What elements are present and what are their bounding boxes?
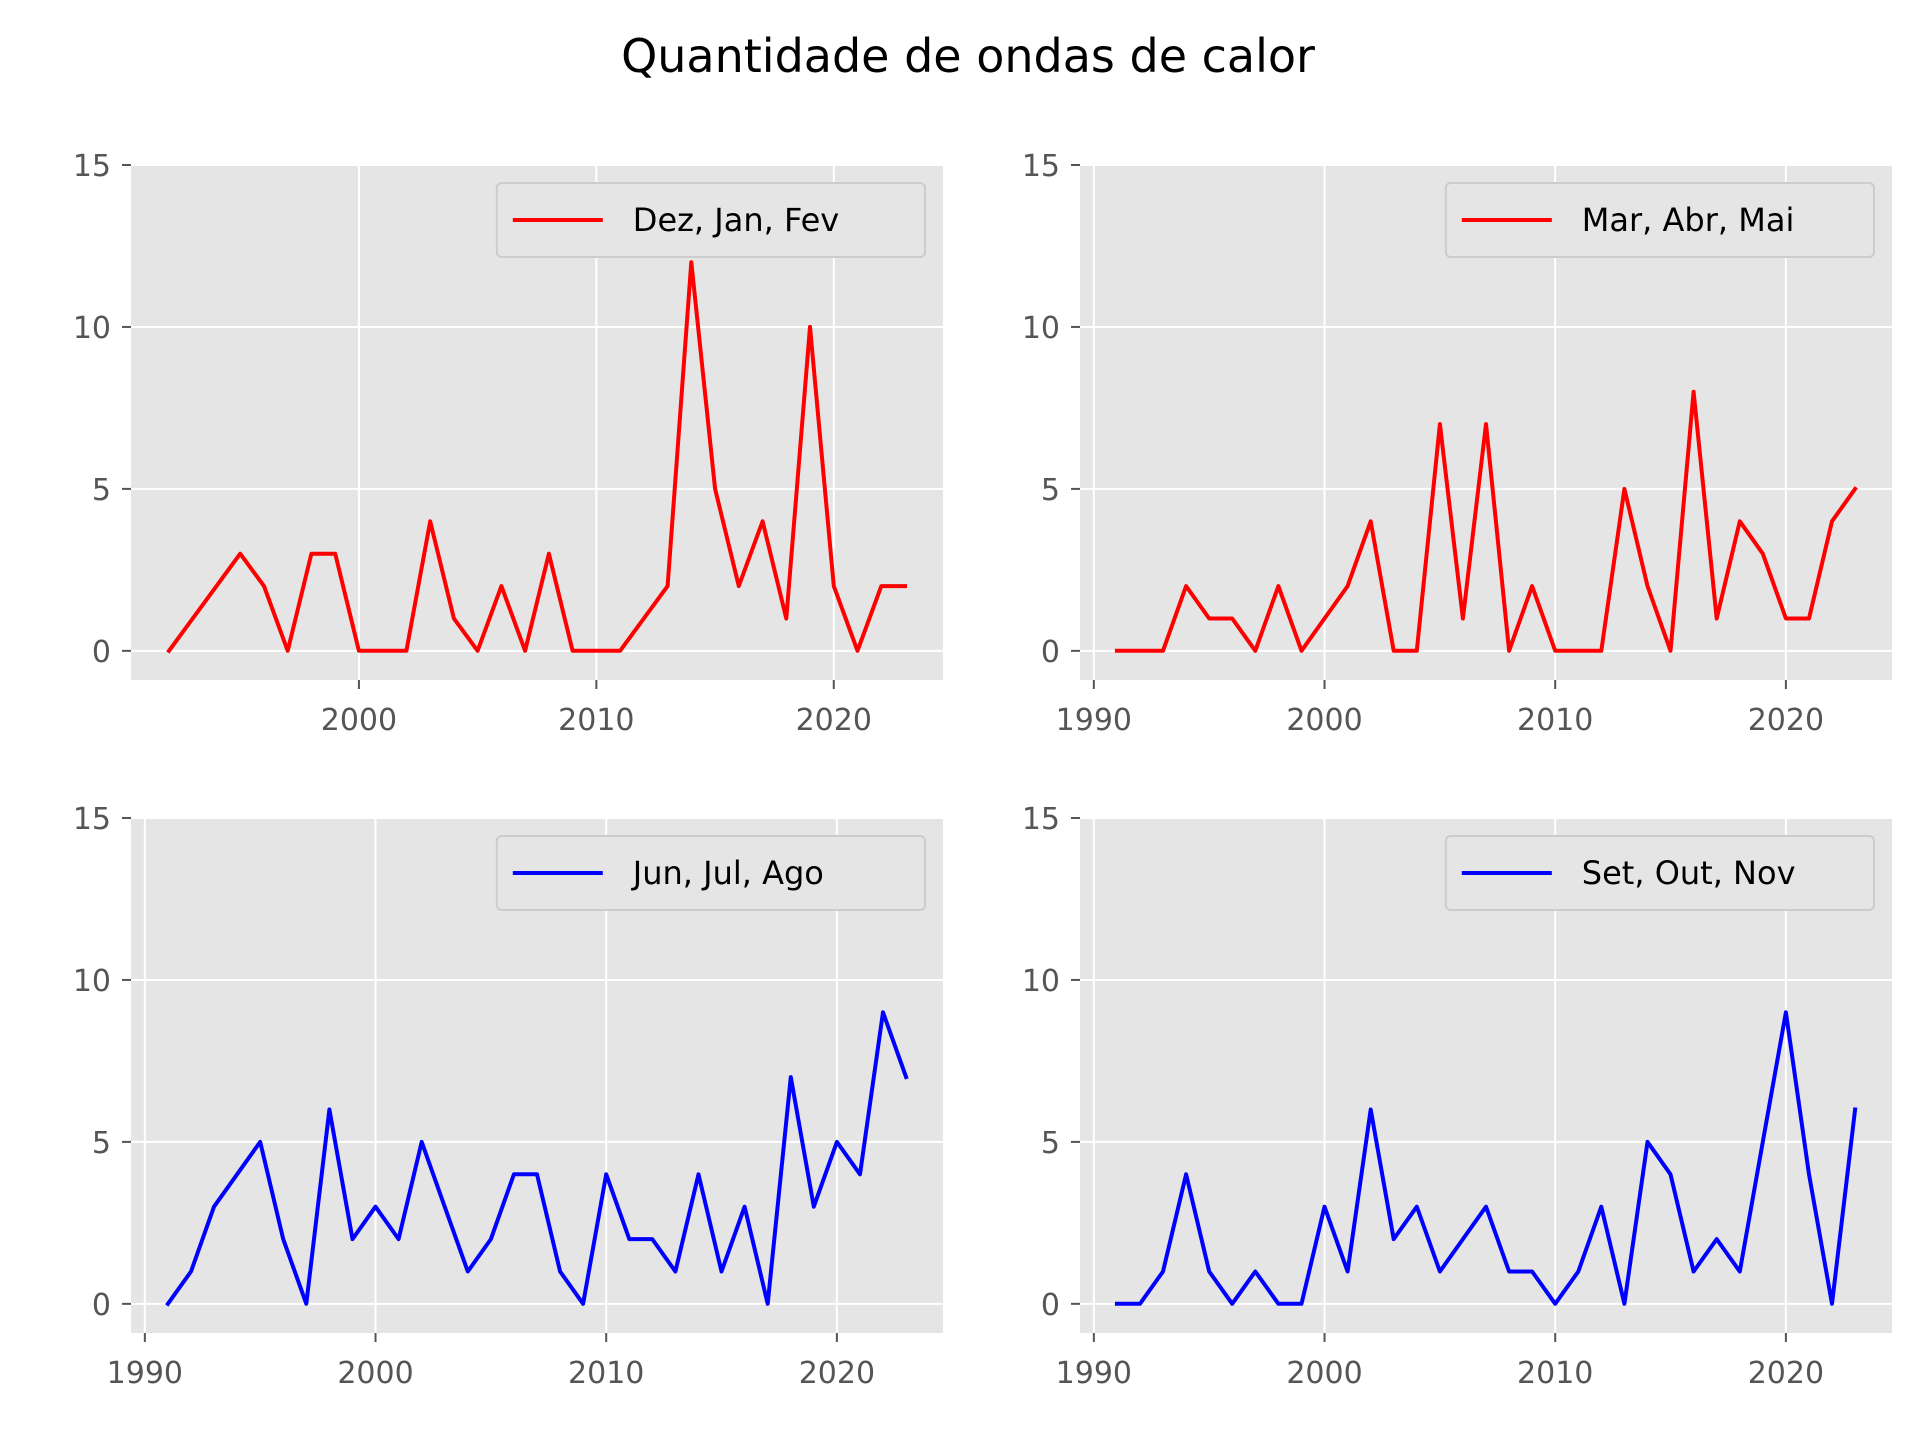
legend: Dez, Jan, Fev — [495, 182, 926, 258]
legend: Set, Out, Nov — [1444, 835, 1876, 911]
x-tick-label: 2000 — [1286, 703, 1362, 738]
legend-label: Jun, Jul, Ago — [631, 854, 824, 892]
x-tick-label: 1990 — [1056, 703, 1132, 738]
x-tick-label: 1990 — [1056, 1356, 1132, 1391]
y-tick-label: 5 — [92, 1126, 111, 1161]
y-tick-label: 0 — [1041, 635, 1060, 670]
y-tick-label: 5 — [92, 473, 111, 508]
y-tick-label: 15 — [73, 149, 111, 184]
x-tick-label: 2000 — [321, 703, 397, 738]
x-tick-label: 2010 — [568, 1356, 644, 1391]
figure-title: Quantidade de ondas de calor — [621, 29, 1315, 83]
x-tick-label: 2020 — [1748, 703, 1824, 738]
legend-label: Mar, Abr, Mai — [1582, 201, 1795, 239]
y-tick-label: 15 — [1022, 802, 1060, 837]
x-tick-label: 2000 — [337, 1356, 413, 1391]
legend-box — [495, 835, 926, 911]
y-tick-label: 5 — [1041, 1126, 1060, 1161]
x-tick-label: 2000 — [1286, 1356, 1362, 1391]
y-tick-label: 15 — [73, 802, 111, 837]
subplot-grid: 0 5 10 15 2000 2010 2020 Dez, Jan, Fev 0 5 10 15 199… — [73, 149, 1892, 1391]
y-tick-label: 0 — [1041, 1288, 1060, 1323]
subplot-4: 0 5 10 15 1990 2000 2010 2020 Set, Out, Nov — [1022, 802, 1892, 1391]
x-tick-label: 2020 — [1748, 1356, 1824, 1391]
subplot-1: 0 5 10 15 2000 2010 2020 Dez, Jan, Fev — [73, 149, 943, 738]
x-tick-label: 2020 — [796, 703, 872, 738]
legend-box — [1444, 182, 1876, 258]
x-tick-label: 2010 — [1517, 703, 1593, 738]
y-tick-label: 10 — [1022, 311, 1060, 346]
series-line — [166, 260, 907, 654]
x-tick-label: 2020 — [799, 1356, 875, 1391]
y-tick-label: 0 — [92, 635, 111, 670]
legend: Jun, Jul, Ago — [495, 835, 926, 911]
x-tick-label: 1990 — [107, 1356, 183, 1391]
legend: Mar, Abr, Mai — [1444, 182, 1876, 258]
legend-box — [495, 182, 926, 258]
x-tick-label: 2010 — [558, 703, 634, 738]
y-tick-label: 10 — [73, 311, 111, 346]
subplot-2: 0 5 10 15 1990 2000 2010 2020 Mar, Abr, Mai — [1022, 149, 1892, 738]
series-line — [1114, 1010, 1858, 1306]
y-tick-label: 10 — [1022, 964, 1060, 999]
legend-label: Set, Out, Nov — [1582, 854, 1796, 892]
x-tick-label: 2010 — [1517, 1356, 1593, 1391]
y-tick-label: 15 — [1022, 149, 1060, 184]
y-tick-label: 5 — [1041, 473, 1060, 508]
legend-label: Dez, Jan, Fev — [633, 201, 839, 239]
subplot-3: 0 5 10 15 1990 2000 2010 2020 Jun, Jul, Ago — [73, 802, 943, 1391]
y-tick-label: 0 — [92, 1288, 111, 1323]
series-line — [1114, 389, 1858, 653]
series-line — [165, 1010, 909, 1307]
legend-box — [1444, 835, 1876, 911]
y-tick-label: 10 — [73, 964, 111, 999]
